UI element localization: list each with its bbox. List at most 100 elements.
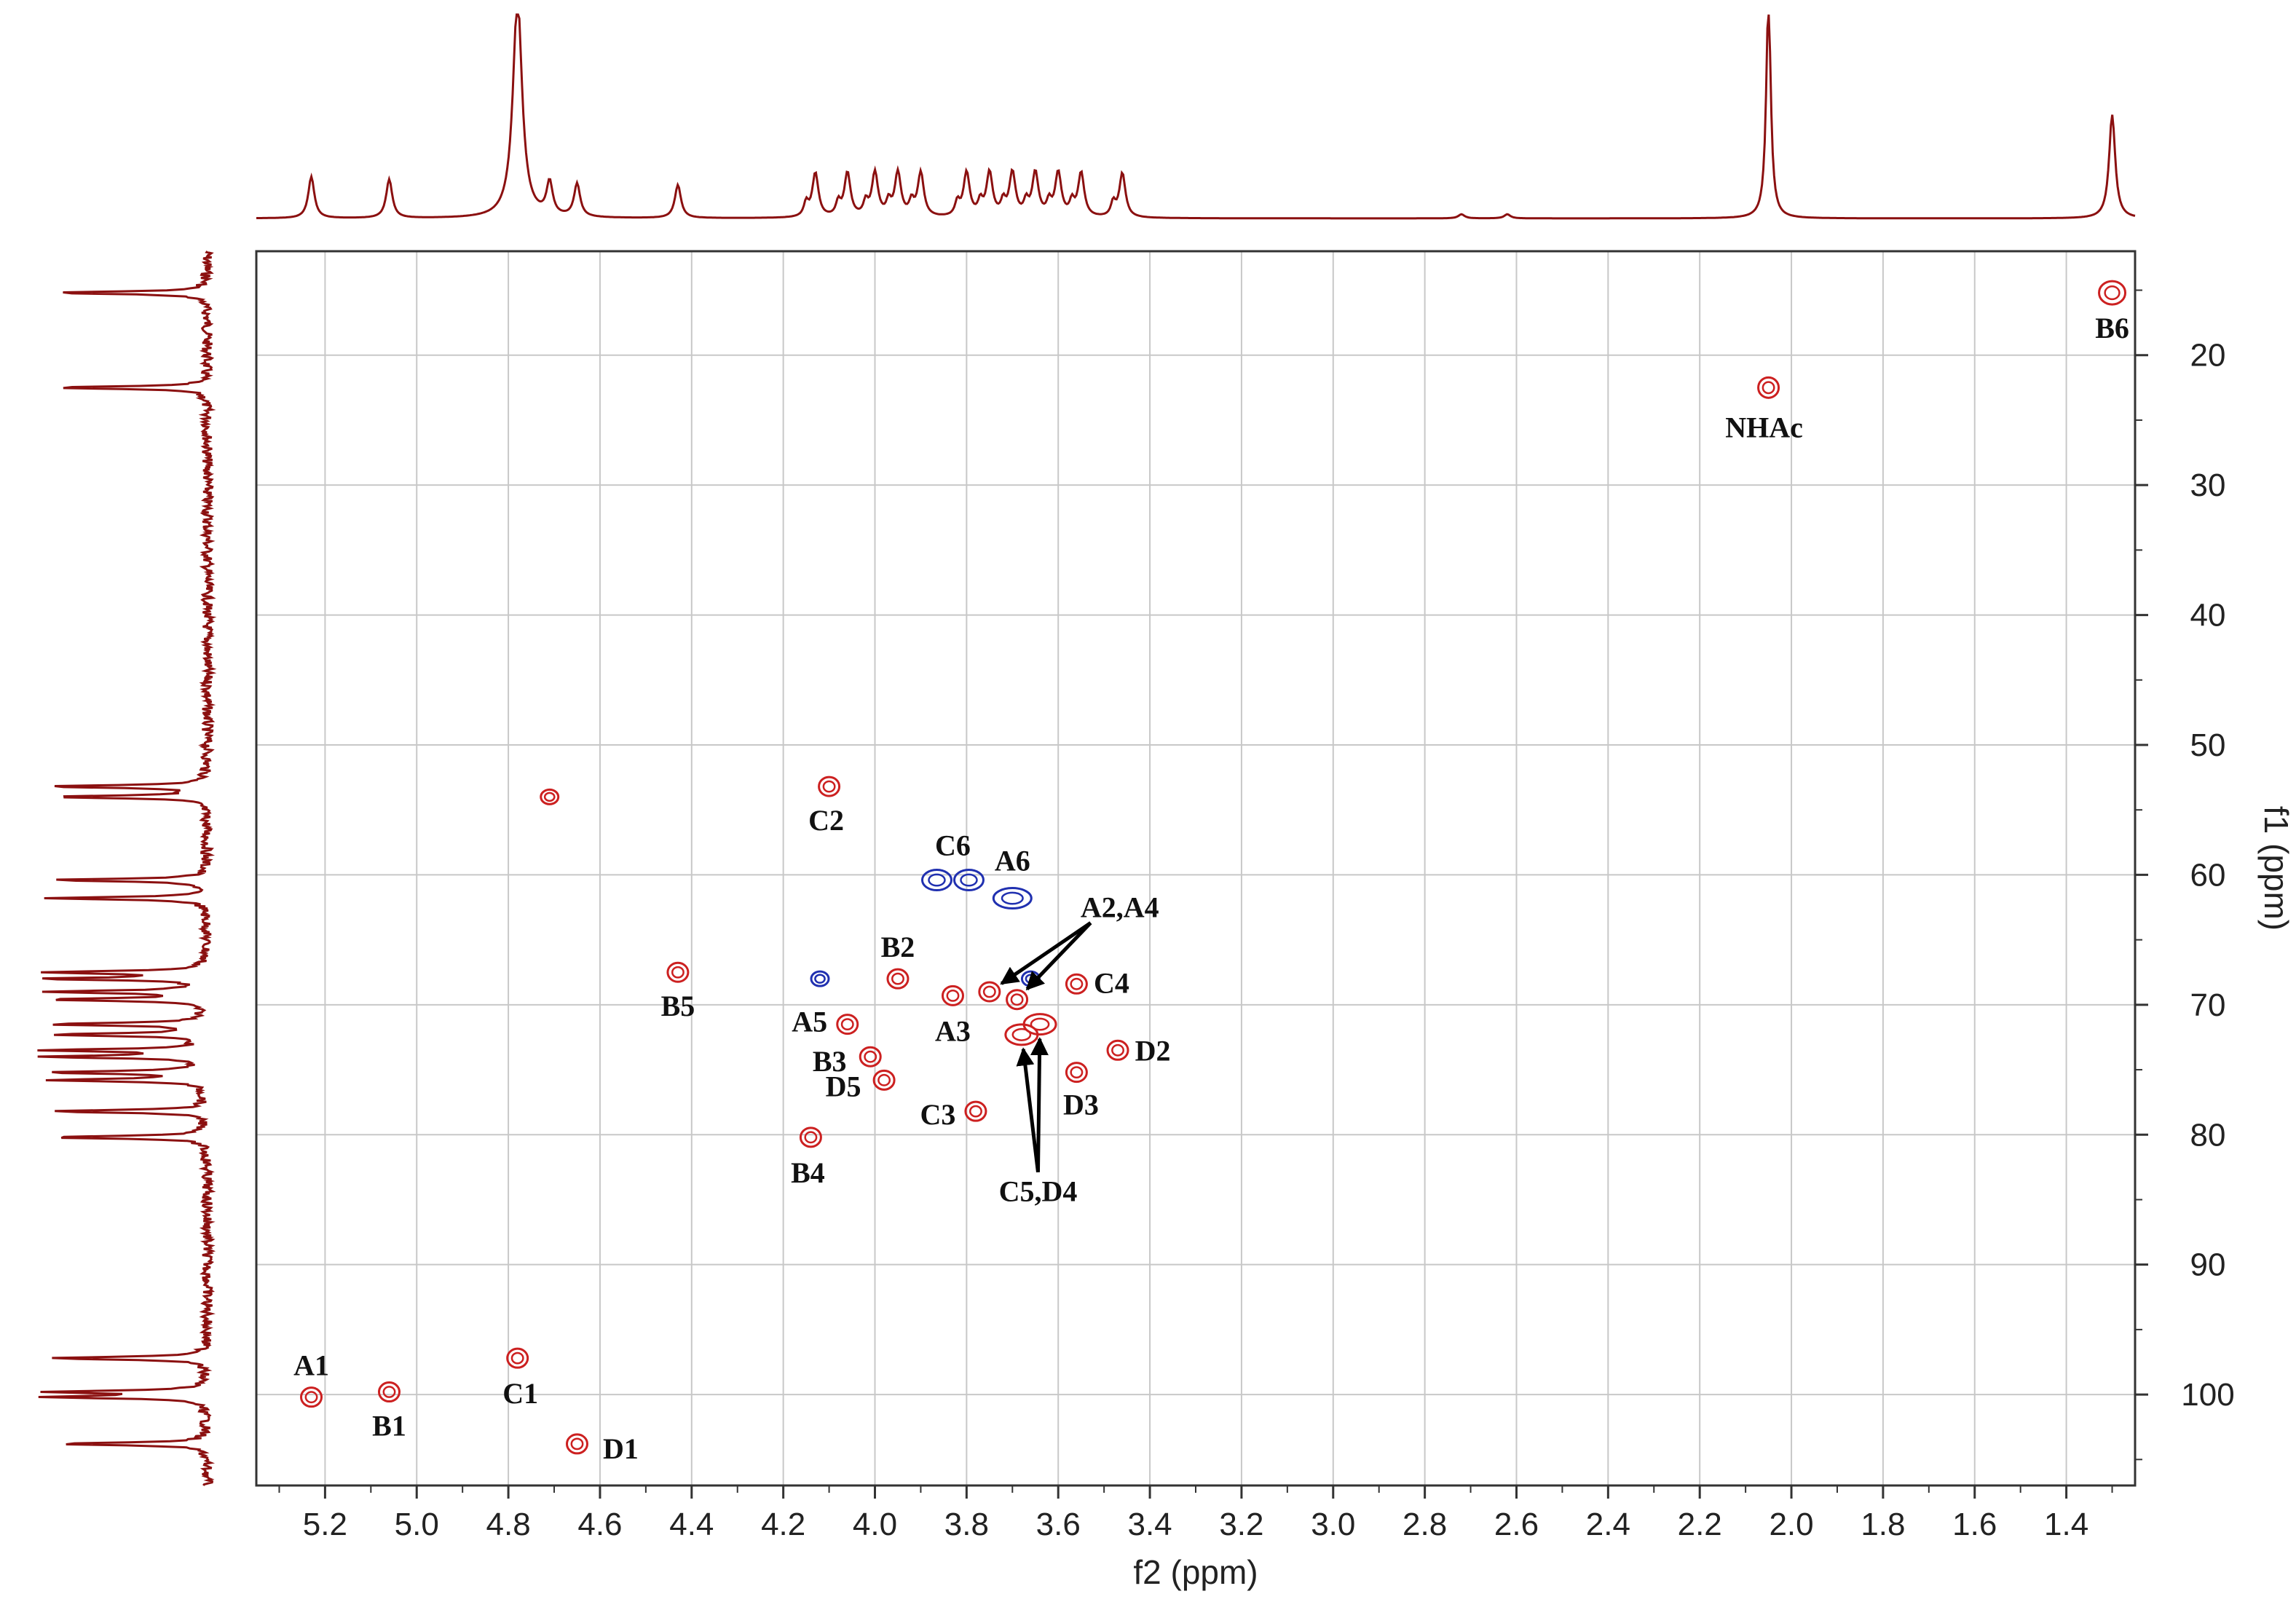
cross-peak-a3 bbox=[941, 984, 964, 1006]
contour-inner bbox=[671, 966, 685, 979]
cross-peak-b5 bbox=[666, 961, 690, 983]
contour-outer bbox=[300, 1386, 323, 1408]
contour-inner bbox=[969, 1105, 982, 1118]
annotation-arrow bbox=[1000, 921, 1092, 985]
contour-outer bbox=[941, 984, 964, 1006]
contour-outer bbox=[1065, 973, 1088, 995]
cross-peak-b2 bbox=[886, 968, 910, 990]
peak-label-c1: C1 bbox=[502, 1377, 538, 1410]
cross-peak-d1 bbox=[565, 1433, 588, 1455]
contour-inner bbox=[1070, 1066, 1084, 1079]
y-tick-label: 20 bbox=[2190, 338, 2226, 374]
x-tick-label: 1.8 bbox=[1861, 1507, 1905, 1542]
contour-outer bbox=[952, 869, 985, 892]
cross-peak-b4 bbox=[799, 1126, 822, 1148]
cross-peak-c2 bbox=[818, 776, 841, 797]
x-tick-label: 4.4 bbox=[669, 1507, 714, 1542]
x-tick-label: 4.2 bbox=[761, 1507, 805, 1542]
annotation-label: C5,D4 bbox=[999, 1175, 1078, 1208]
f1-projection-trace bbox=[37, 250, 217, 1486]
cross-peak-a2 bbox=[978, 981, 1001, 1003]
y-tick-label: 80 bbox=[2190, 1117, 2226, 1153]
cross-peak-d5 bbox=[872, 1069, 896, 1091]
contour-outer bbox=[810, 970, 830, 987]
contour-outer bbox=[2098, 280, 2127, 306]
cross-peak-unlabeled bbox=[810, 970, 830, 987]
contour-inner bbox=[1762, 381, 1775, 395]
cross-peak-d3 bbox=[1065, 1062, 1088, 1084]
x-tick-label: 2.8 bbox=[1403, 1507, 1447, 1542]
contour-inner bbox=[1011, 1027, 1032, 1041]
contour-outer bbox=[1022, 1013, 1057, 1036]
cross-peak-a4 bbox=[1006, 989, 1029, 1011]
cross-peak-d2 bbox=[1106, 1039, 1129, 1061]
x-tick-label: 2.6 bbox=[1494, 1507, 1539, 1542]
contour-outer bbox=[859, 1046, 882, 1068]
annotation-label: A2,A4 bbox=[1081, 891, 1159, 923]
peak-label-b6: B6 bbox=[2095, 312, 2129, 344]
contour-inner bbox=[1001, 891, 1024, 905]
peak-label-c4: C4 bbox=[1094, 966, 1129, 999]
y-tick-label: 90 bbox=[2190, 1247, 2226, 1283]
contour-outer bbox=[992, 887, 1033, 910]
contour-outer bbox=[666, 961, 690, 983]
annotation-arrow bbox=[1025, 921, 1092, 991]
grid-lines bbox=[256, 251, 2135, 1485]
contour-outer bbox=[886, 968, 910, 990]
peak-label-nhac: NHAc bbox=[1725, 411, 1803, 443]
contour-outer bbox=[540, 788, 560, 805]
contour-inner bbox=[960, 873, 978, 887]
cross-peak-nhac bbox=[1757, 376, 1780, 399]
contour-inner bbox=[814, 974, 826, 984]
x-tick-label: 2.2 bbox=[1678, 1507, 1722, 1542]
contour-inner bbox=[877, 1073, 891, 1086]
contour-inner bbox=[1010, 993, 1024, 1006]
y-tick-label: 60 bbox=[2190, 857, 2226, 893]
cross-peak-b1 bbox=[377, 1381, 401, 1403]
contour-inner bbox=[864, 1050, 877, 1063]
peak-label-c6: C6 bbox=[935, 829, 971, 862]
x-axis: 5.2 5.0 4.8 4.6 4.4 4.2 4.0 3.8 3.6 3.4 3.2 3.0 2.8 2… bbox=[278, 1485, 2113, 1542]
contour-outer bbox=[818, 776, 841, 797]
contour-outer bbox=[920, 869, 952, 892]
x-tick-label: 3.0 bbox=[1311, 1507, 1355, 1542]
x-tick-label: 4.8 bbox=[486, 1507, 531, 1542]
peak-label-a5: A5 bbox=[792, 1006, 827, 1038]
peak-label-a3: A3 bbox=[935, 1014, 971, 1047]
cross-peak-a6 bbox=[992, 887, 1033, 910]
peak-label-d5: D5 bbox=[826, 1070, 861, 1102]
f1-projection-1d-spectrum bbox=[37, 250, 217, 1486]
cross-peak-unlabeled bbox=[540, 788, 560, 805]
contour-inner bbox=[891, 972, 904, 985]
contour-inner bbox=[2104, 285, 2121, 301]
contour-inner bbox=[1070, 977, 1084, 990]
x-tick-label: 1.6 bbox=[1952, 1507, 1997, 1542]
contour-outer bbox=[565, 1433, 588, 1455]
contour-inner bbox=[1111, 1043, 1124, 1057]
peak-label-b3: B3 bbox=[813, 1045, 847, 1078]
contour-inner bbox=[382, 1386, 396, 1398]
x-tick-label: 5.2 bbox=[303, 1507, 347, 1542]
x-tick-label: 5.0 bbox=[395, 1507, 439, 1542]
peak-label-a6: A6 bbox=[995, 845, 1030, 877]
peak-label-b2: B2 bbox=[881, 931, 915, 963]
f2-projection-1d-spectrum bbox=[256, 13, 2136, 220]
contour-inner bbox=[822, 780, 836, 793]
contour-inner bbox=[840, 1018, 854, 1031]
peak-label-c3: C3 bbox=[920, 1098, 956, 1131]
contour-inner bbox=[304, 1391, 318, 1404]
peak-label-a1: A1 bbox=[293, 1349, 329, 1382]
x-tick-label: 3.4 bbox=[1127, 1507, 1172, 1542]
x-tick-label: 2.4 bbox=[1586, 1507, 1630, 1542]
x-tick-label: 1.4 bbox=[2044, 1507, 2088, 1542]
contour-outer bbox=[1065, 1062, 1088, 1084]
cross-peak-b6 bbox=[2098, 280, 2127, 306]
y-tick-label: 100 bbox=[2181, 1377, 2234, 1413]
x-tick-label: 3.6 bbox=[1036, 1507, 1081, 1542]
contour-outer bbox=[799, 1126, 822, 1148]
plot-frame bbox=[255, 250, 2137, 1487]
cross-peak-a5 bbox=[836, 1014, 859, 1035]
y-tick-label: 70 bbox=[2190, 987, 2226, 1023]
